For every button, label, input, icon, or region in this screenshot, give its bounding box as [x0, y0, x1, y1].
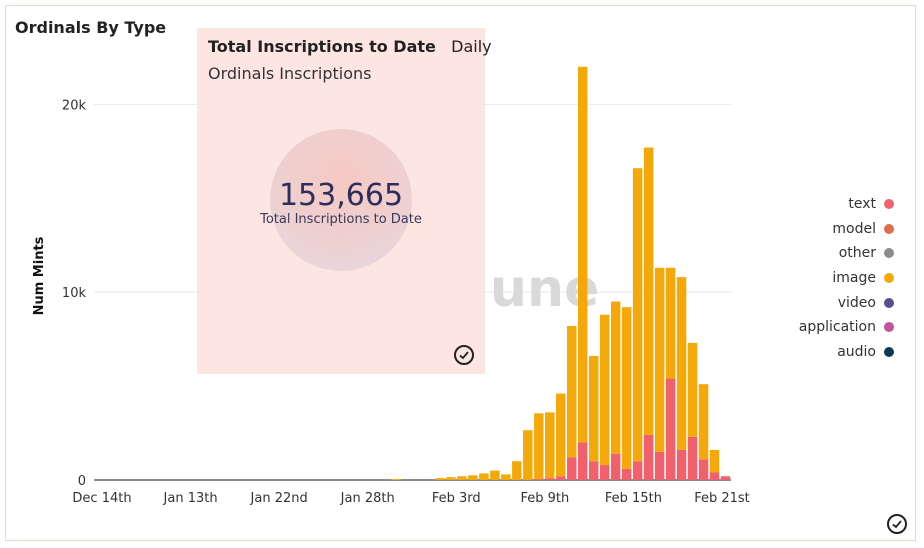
bar-image[interactable] — [479, 473, 489, 480]
bar-image[interactable] — [545, 412, 555, 479]
bar-text[interactable] — [643, 434, 654, 480]
bar-series — [391, 66, 731, 480]
bar-image[interactable] — [523, 430, 533, 480]
bar-image[interactable] — [665, 267, 676, 379]
counter-tab-daily[interactable]: Daily — [451, 37, 492, 56]
bar-image[interactable] — [457, 476, 467, 480]
legend-label: audio — [837, 343, 876, 360]
y-axis-title: Num Mints — [32, 236, 47, 315]
legend-label: application — [798, 319, 876, 336]
bar-image[interactable] — [599, 314, 610, 465]
bar-image[interactable] — [588, 356, 599, 462]
bar-text[interactable] — [567, 457, 577, 480]
bar-text[interactable] — [610, 453, 621, 480]
bar-text[interactable] — [621, 468, 632, 480]
chart-legend: text model other image video application audio — [799, 192, 894, 364]
bar-image[interactable] — [512, 461, 522, 480]
bar-image[interactable] — [632, 168, 643, 462]
legend-item-video[interactable]: video — [799, 290, 894, 315]
bar-text[interactable] — [709, 472, 720, 480]
bar-text[interactable] — [654, 451, 665, 480]
bar-text[interactable] — [720, 476, 731, 480]
bar-text[interactable] — [534, 479, 544, 480]
counter-value: 153,665 — [278, 178, 404, 213]
legend-item-model[interactable]: model — [799, 217, 894, 242]
legend-item-other[interactable]: other — [799, 241, 894, 266]
counter-circle — [270, 129, 412, 271]
legend-swatch — [884, 248, 894, 259]
counter-label: Total Inscriptions to Date — [260, 212, 422, 227]
legend-item-text[interactable]: text — [799, 192, 894, 217]
bar-text[interactable] — [632, 461, 643, 480]
bar-image[interactable] — [698, 384, 709, 460]
x-tick-label: Feb 9th — [520, 491, 569, 506]
bar-image[interactable] — [676, 277, 687, 450]
bar-image[interactable] — [567, 325, 577, 458]
legend-swatch — [884, 346, 894, 357]
x-tick-label: Jan 13th — [163, 491, 218, 506]
bar-image[interactable] — [490, 470, 500, 480]
bar-text[interactable] — [676, 449, 687, 480]
legend-swatch — [884, 273, 894, 284]
x-tick-label: Feb 21st — [694, 491, 750, 506]
legend-label: model — [832, 220, 876, 237]
bar-image[interactable] — [446, 477, 456, 480]
bar-image[interactable] — [610, 301, 621, 454]
check-circle-icon[interactable] — [887, 514, 907, 534]
bar-image[interactable] — [391, 479, 401, 480]
counter-widget: Total Inscriptions to Date Daily Ordinal… — [197, 28, 492, 374]
bar-image[interactable] — [687, 342, 698, 437]
x-tick-label: Feb 3rd — [432, 491, 481, 506]
x-tick-label: Dec 14th — [72, 491, 131, 506]
bar-image[interactable] — [534, 413, 544, 480]
bar-text[interactable] — [687, 436, 698, 480]
y-tick-labels: 0 10k 20k — [62, 98, 87, 489]
bar-image[interactable] — [501, 474, 511, 480]
bar-image[interactable] — [556, 393, 566, 477]
legend-label: image — [832, 270, 876, 287]
legend-item-audio[interactable]: audio — [799, 340, 894, 365]
x-tick-label: Jan 28th — [340, 491, 395, 506]
y-tick-label: 10k — [62, 286, 87, 301]
legend-swatch — [884, 199, 894, 210]
legend-label: text — [848, 196, 876, 213]
bar-image[interactable] — [435, 478, 445, 480]
bar-text[interactable] — [588, 461, 599, 480]
y-tick-label: 20k — [62, 98, 87, 113]
x-tick-labels: Dec 14th Jan 13th Jan 22nd Jan 28th Feb 3rd F… — [72, 491, 749, 506]
check-circle-icon[interactable] — [454, 345, 474, 365]
bar-text[interactable] — [665, 378, 676, 480]
bar-text[interactable] — [545, 478, 555, 480]
bar-image[interactable] — [709, 449, 720, 473]
counter-header: Total Inscriptions to Date Daily — [208, 37, 492, 56]
legend-label: other — [838, 245, 876, 262]
bar-text[interactable] — [599, 464, 610, 480]
legend-swatch — [884, 322, 894, 333]
legend-swatch — [884, 223, 894, 234]
bar-text[interactable] — [577, 442, 588, 480]
legend-item-application[interactable]: application — [799, 315, 894, 340]
counter-heading: Total Inscriptions to Date — [208, 37, 436, 56]
bar-image[interactable] — [468, 475, 478, 480]
bar-image[interactable] — [577, 66, 588, 443]
x-tick-label: Jan 22nd — [250, 491, 308, 506]
bar-text[interactable] — [556, 476, 566, 480]
legend-label: video — [837, 294, 876, 311]
x-tick-label: Feb 15th — [605, 491, 662, 506]
bar-image[interactable] — [654, 267, 665, 452]
legend-swatch — [884, 297, 894, 308]
counter-subtitle: Ordinals Inscriptions — [208, 64, 372, 83]
bar-image[interactable] — [643, 147, 654, 435]
bar-text[interactable] — [698, 459, 709, 480]
chart-title: Ordinals By Type — [15, 18, 167, 37]
bar-image[interactable] — [621, 307, 632, 469]
legend-item-image[interactable]: image — [799, 266, 894, 291]
y-tick-label: 0 — [78, 474, 86, 489]
